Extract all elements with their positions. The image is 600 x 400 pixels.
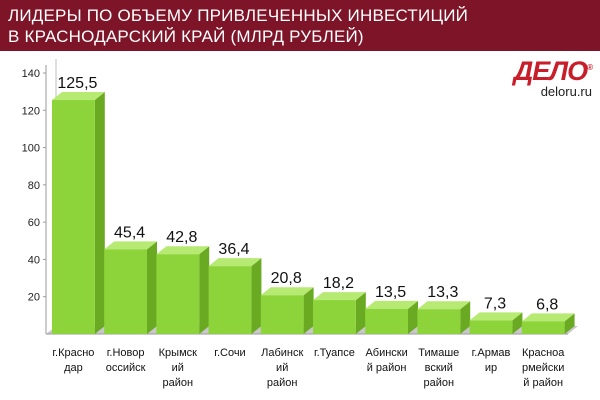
y-tick-label: 140 (22, 68, 40, 80)
bar-value-label: 7,3 (484, 295, 506, 312)
bar (208, 266, 252, 334)
x-tick-label: район (163, 377, 194, 389)
x-tick-label: Тимаше (418, 347, 459, 359)
x-tick-label: Крымск (159, 347, 197, 359)
bar-side (303, 287, 314, 334)
y-tick-label: 80 (28, 180, 40, 192)
bar-side (94, 92, 105, 335)
bar-side (199, 246, 210, 334)
x-tick-label: район (424, 377, 455, 389)
x-tick-label: дар (64, 362, 83, 374)
bar-top (156, 246, 210, 255)
bar-value-label: 125,5 (57, 75, 97, 92)
bar-value-label: 45,4 (114, 224, 145, 241)
bar-side (251, 258, 262, 334)
bar-top (208, 258, 262, 267)
x-tick-label: г.Сочи (214, 347, 245, 359)
bar-value-label: 13,5 (375, 284, 406, 301)
bar-top (417, 301, 471, 310)
labels-layer: 125,5 г.Красно дар 45,4 г.Новор оссийск 42,8 Кр… (52, 75, 565, 389)
logo: ДЕЛО® deloru.ru (513, 56, 593, 100)
y-tick-label: 20 (28, 292, 40, 304)
bar-value-label: 36,4 (218, 241, 249, 258)
bar (417, 309, 461, 334)
x-tick-label: г.Армав (472, 347, 511, 359)
x-tick-label: оссийск (106, 362, 146, 374)
bar-side (147, 241, 158, 334)
bar-side (408, 300, 419, 334)
x-tick-label: ий (172, 362, 184, 374)
x-tick-label: ий (276, 362, 288, 374)
bar (469, 320, 513, 334)
x-tick-label: Красноа (522, 347, 565, 359)
y-tick-label: 60 (28, 217, 40, 229)
logo-url: deloru.ru (540, 84, 592, 99)
bar-top (104, 241, 158, 250)
bar (521, 321, 565, 334)
bar-top (521, 313, 575, 322)
x-tick-label: Абински (365, 347, 407, 359)
x-tick-label: г.Красно (52, 347, 94, 359)
bar (104, 249, 148, 334)
x-tick-label: рмейски (522, 362, 564, 374)
bar-value-label: 13,3 (427, 284, 458, 301)
y-tick-label: 100 (22, 143, 40, 155)
bar-value-label: 42,8 (166, 229, 197, 246)
bar (260, 295, 304, 334)
bar-side (512, 312, 523, 334)
x-tick-label: Лабинск (261, 347, 303, 359)
chart-title-line-1: ЛИДЕРЫ ПО ОБЪЕМУ ПРИВЛЕЧЕННЫХ ИНВЕСТИЦИЙ (8, 6, 469, 25)
bar-value-label: 18,2 (323, 275, 354, 292)
x-tick-label: й район (523, 377, 563, 389)
bar-top (365, 300, 419, 309)
bars-layer (52, 92, 575, 335)
y-tick-label: 120 (22, 105, 40, 117)
bar-top (313, 292, 366, 301)
logo-mark: ДЕЛО® (513, 56, 593, 86)
bar-top (52, 92, 105, 101)
x-tick-label: вский (425, 362, 453, 374)
bar-side (460, 301, 471, 334)
bar (365, 308, 409, 334)
chart-header: ЛИДЕРЫ ПО ОБЪЕМУ ПРИВЛЕЧЕННЫХ ИНВЕСТИЦИЙ… (0, 0, 600, 51)
chart-title-line-2: В КРАСНОДАРСКИЙ КРАЙ (МЛРД РУБЛЕЙ) (8, 27, 364, 46)
x-tick-label: й район (367, 362, 407, 374)
bar-value-label: 6,8 (536, 296, 558, 313)
bar (313, 300, 356, 334)
bar-value-label: 20,8 (271, 270, 302, 287)
bar-side (564, 313, 575, 334)
bar-side (355, 292, 366, 334)
x-tick-label: г.Новор (107, 347, 145, 359)
bar-top (260, 287, 314, 296)
x-tick-label: г.Туапсе (314, 347, 355, 359)
y-tick-label: 40 (28, 254, 40, 266)
x-tick-label: район (267, 377, 298, 389)
bar (52, 100, 95, 335)
bar-top (469, 312, 523, 321)
logo-mark-text: ДЕЛО (513, 56, 588, 86)
bar (156, 254, 200, 334)
x-tick-label: ир (485, 362, 497, 374)
logo-registered-mark: ® (587, 63, 593, 72)
